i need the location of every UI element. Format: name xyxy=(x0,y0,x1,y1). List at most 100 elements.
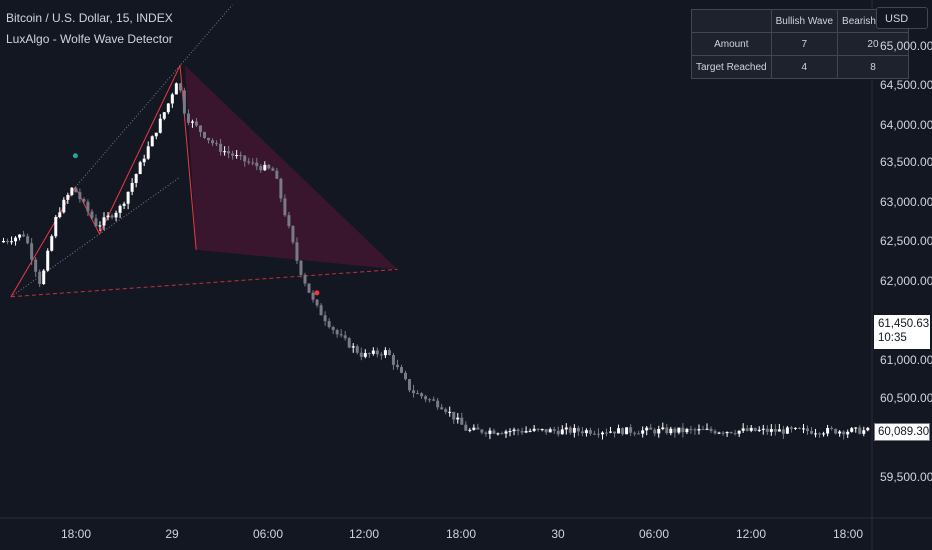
time-tick: 06:00 xyxy=(252,527,284,541)
candle-body xyxy=(649,427,653,430)
candle-body xyxy=(432,399,436,401)
candle-body xyxy=(375,350,379,355)
candle-body xyxy=(717,432,721,434)
symbol-title[interactable]: Bitcoin / U.S. Dollar, 15, INDEX xyxy=(6,11,173,25)
secondary-price-label: 60,089.30 xyxy=(874,423,930,441)
candle-body xyxy=(866,427,870,431)
candle-body xyxy=(773,429,777,432)
candle-body xyxy=(444,409,448,412)
candle-body xyxy=(307,283,311,293)
candle-body xyxy=(50,236,54,251)
candle-body xyxy=(142,158,146,163)
candle-body xyxy=(86,201,90,212)
candle-body xyxy=(38,271,42,285)
candle-body xyxy=(26,236,30,244)
candle-body xyxy=(456,417,460,420)
candle-body xyxy=(838,431,842,434)
candle-body xyxy=(588,430,592,434)
candle-body xyxy=(259,166,263,171)
time-tick: 30 xyxy=(551,527,565,541)
candle-body xyxy=(319,305,323,316)
candle-body xyxy=(355,346,359,353)
candle-body xyxy=(544,429,548,433)
candle-body xyxy=(158,118,162,133)
candle-body xyxy=(814,433,818,435)
candle-body xyxy=(383,350,387,356)
candle-body xyxy=(508,431,512,433)
wolfe-wave-patterns xyxy=(10,4,398,298)
row-label-amount: Amount xyxy=(691,32,772,56)
candle-body xyxy=(66,194,70,200)
candle-body xyxy=(440,407,444,410)
candle-body xyxy=(749,427,753,431)
candle-body xyxy=(215,143,219,145)
time-tick: 18:00 xyxy=(832,527,864,541)
candle-body xyxy=(174,83,178,95)
candle-body xyxy=(387,350,391,356)
candle-body xyxy=(279,178,283,199)
candle-body xyxy=(391,355,395,365)
bearish-wave-path xyxy=(10,63,197,298)
candle-body xyxy=(408,379,412,391)
candle-body xyxy=(82,199,86,202)
candle-body xyxy=(255,162,259,167)
candle-body xyxy=(709,428,713,432)
candle-body xyxy=(777,429,781,432)
candle-body xyxy=(669,428,673,434)
candle-body xyxy=(488,430,492,434)
candle-body xyxy=(613,431,617,434)
candle-body xyxy=(834,428,838,434)
candle-body xyxy=(693,429,697,431)
candle-body xyxy=(371,350,375,354)
candle-body xyxy=(842,431,846,435)
candle-body xyxy=(395,364,399,368)
candle-body xyxy=(295,242,299,261)
candle-body xyxy=(512,429,516,432)
amount-bearish: 20 xyxy=(837,32,909,56)
candle-body xyxy=(657,428,661,434)
candle-body xyxy=(303,274,307,284)
candle-body xyxy=(572,427,576,433)
candle-body xyxy=(737,430,741,434)
candle-body xyxy=(102,217,106,226)
candle-body xyxy=(283,198,287,216)
wave-stats-table: Bullish Wave Bearish Wave Amount 7 20 Ta… xyxy=(691,9,909,79)
candle-body xyxy=(697,429,701,431)
price-tick: 65,000.00 xyxy=(880,39,932,53)
candle-body xyxy=(203,132,206,138)
candle-body xyxy=(34,259,38,272)
time-tick: 06:00 xyxy=(638,527,670,541)
candle-body xyxy=(637,433,641,435)
table-header-empty xyxy=(691,9,772,33)
candle-body xyxy=(315,299,319,306)
candle-body xyxy=(323,315,327,322)
candle-body xyxy=(428,399,432,401)
price-tick: 64,000.00 xyxy=(880,118,932,132)
candle-body xyxy=(291,226,295,243)
bearish-channel-line xyxy=(10,177,180,298)
candle-body xyxy=(584,430,588,434)
candle-body xyxy=(769,429,773,432)
candle-body xyxy=(681,427,685,433)
candle-body xyxy=(90,211,94,219)
currency-selector[interactable]: USD xyxy=(876,7,928,29)
candle-body xyxy=(858,427,862,434)
candle-body xyxy=(327,321,331,328)
candle-body xyxy=(621,428,625,435)
candle-body xyxy=(661,427,665,429)
candle-body xyxy=(806,428,809,432)
candle-body xyxy=(14,237,18,242)
candle-body xyxy=(464,424,468,431)
bar-countdown: 10:35 xyxy=(878,332,907,344)
price-tick: 62,000.00 xyxy=(880,274,932,288)
candle-body xyxy=(797,427,801,429)
indicator-label[interactable]: LuxAlgo - Wolfe Wave Detector xyxy=(6,32,173,46)
candle-body xyxy=(785,427,789,434)
candle-body xyxy=(412,390,416,394)
candle-body xyxy=(600,432,604,435)
candle-body xyxy=(810,431,814,434)
candle-body xyxy=(78,192,82,200)
candle-body xyxy=(231,153,235,156)
candle-body xyxy=(198,125,202,133)
